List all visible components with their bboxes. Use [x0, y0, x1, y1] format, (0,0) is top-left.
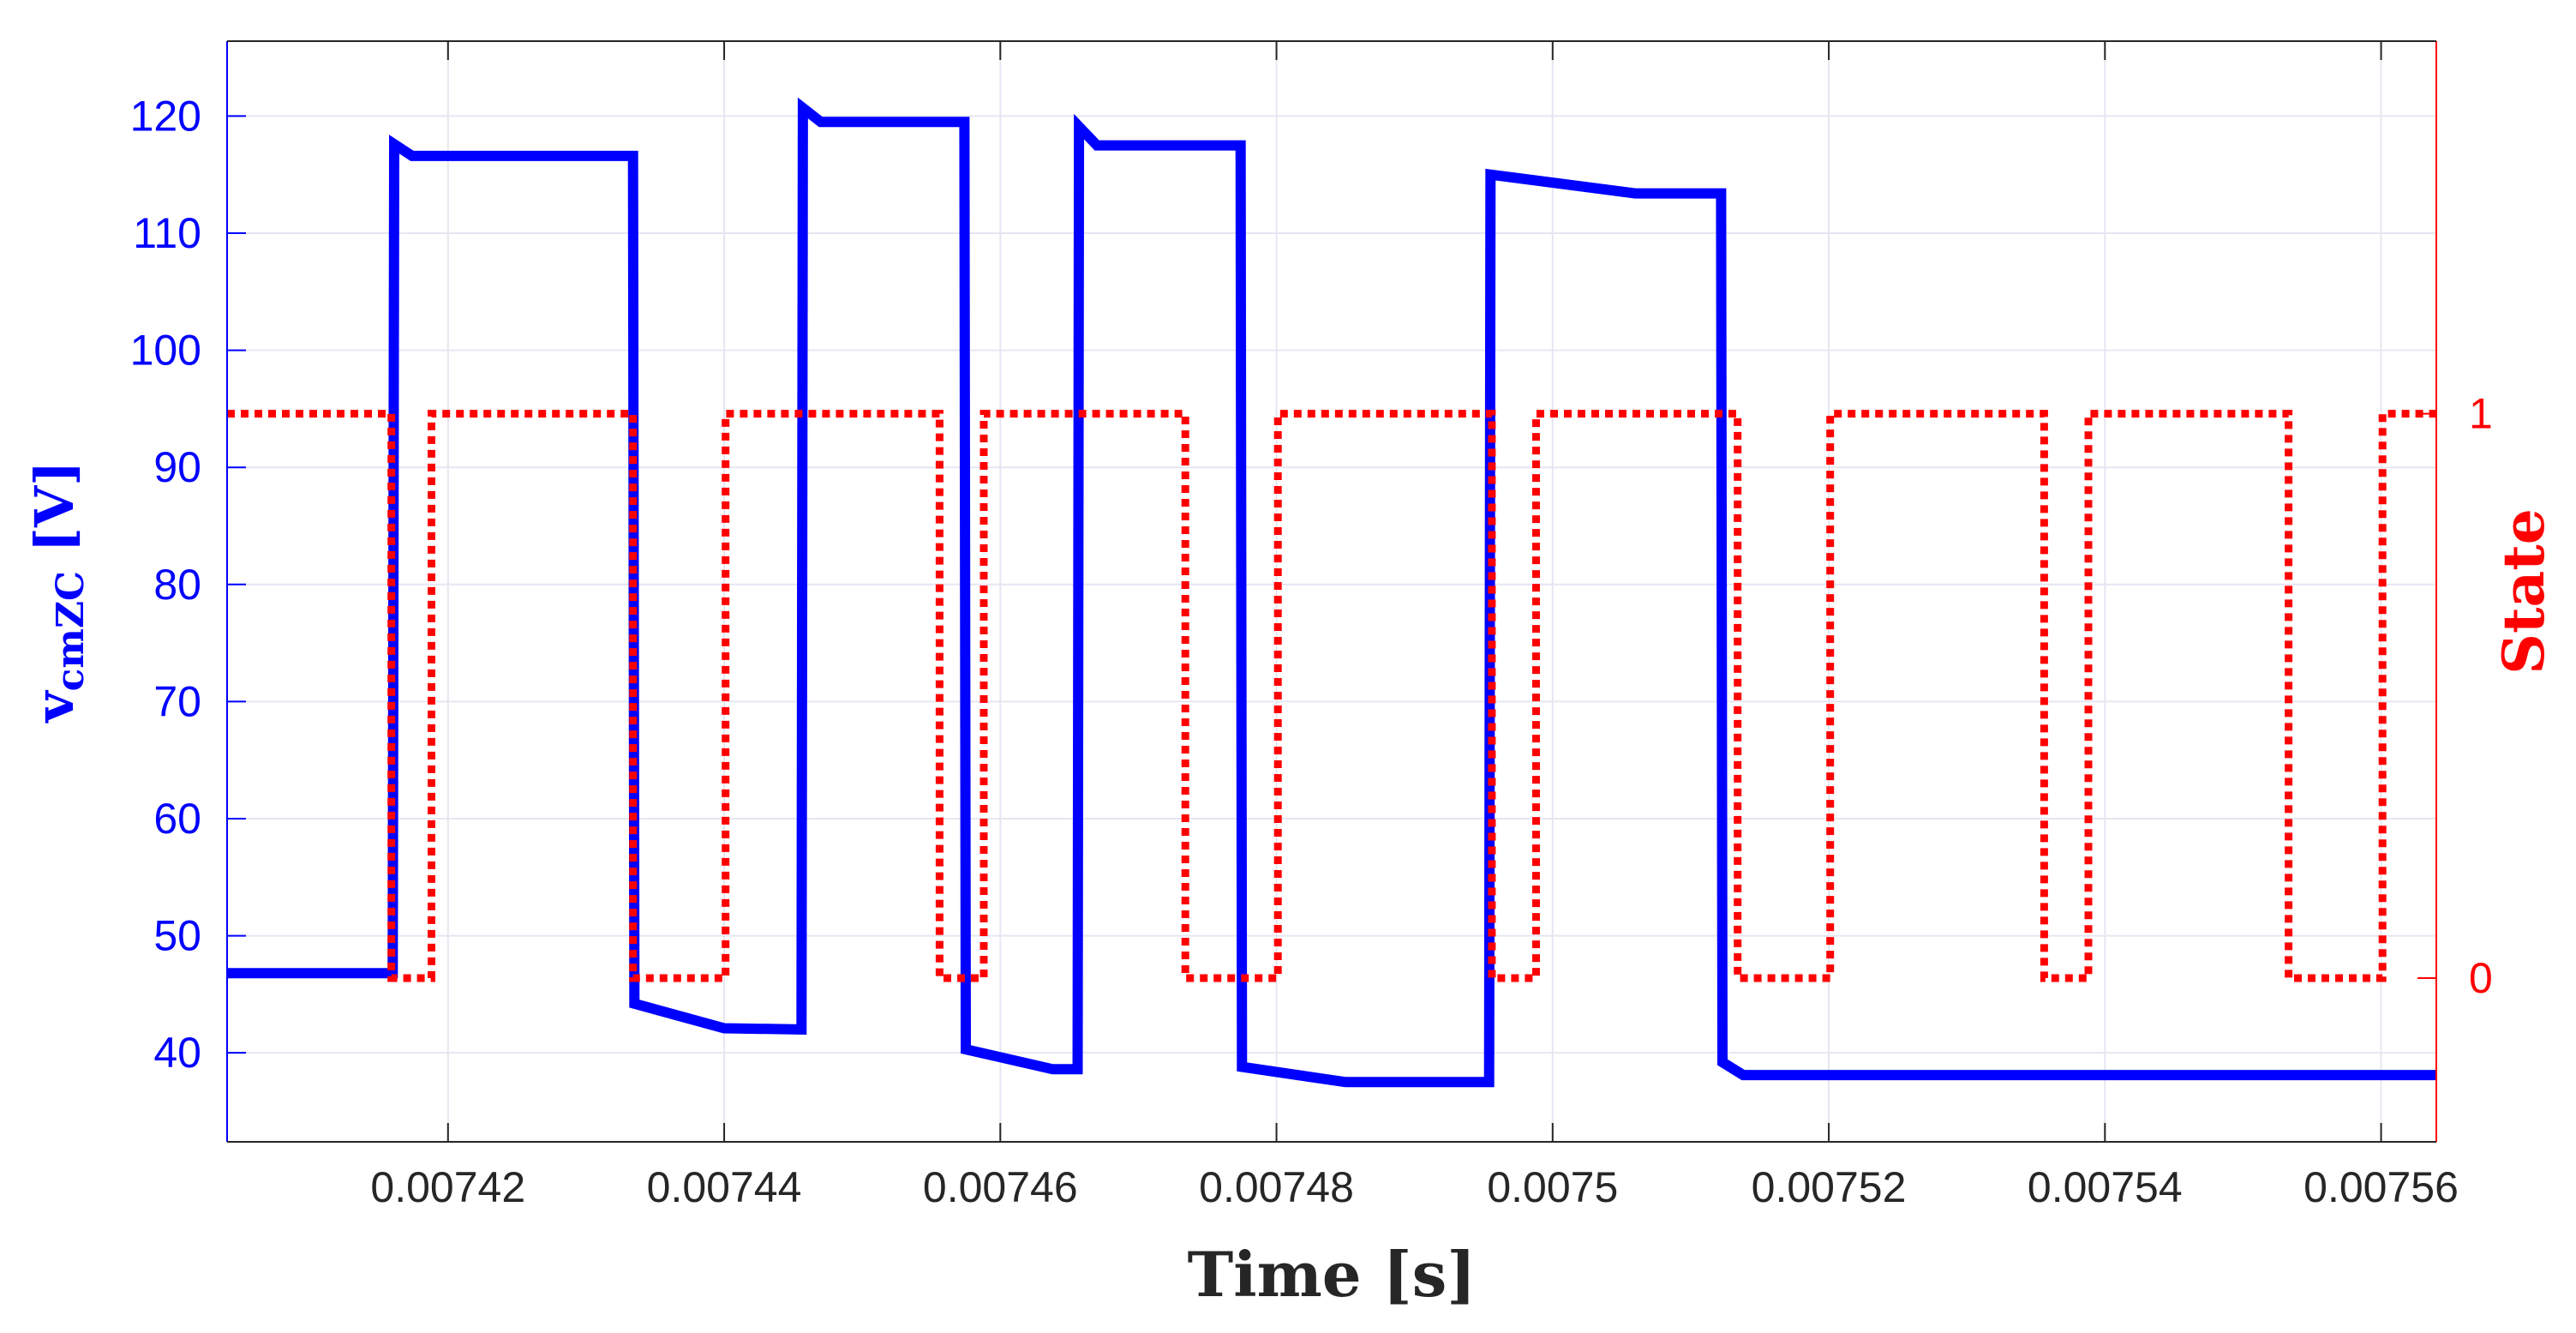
x-tick-label: 0.00754 — [2028, 1163, 2183, 1211]
x-tick-label: 0.00748 — [1199, 1163, 1354, 1211]
y-left-axis-title-main: v — [23, 689, 86, 724]
x-tick-label: 0.00756 — [2303, 1163, 2459, 1211]
y-left-tick-label: 120 — [130, 92, 201, 140]
series-layer — [227, 97, 2436, 1088]
axes — [226, 40, 2437, 1143]
x-tick-label: 0.00742 — [370, 1163, 525, 1211]
y-left-tick-label: 90 — [153, 443, 201, 491]
y-right-axis-title: State — [2490, 508, 2557, 674]
x-tick-label: 0.00744 — [647, 1163, 802, 1211]
y-left-axis-title: vcmZC [V] — [23, 461, 93, 724]
grid — [227, 41, 2436, 1142]
x-tick-label: 0.00746 — [923, 1163, 1078, 1211]
y-right-tick-label: 0 — [2469, 954, 2493, 1002]
y-left-tick-label: 50 — [153, 912, 201, 960]
y-left-tick-label: 100 — [130, 327, 201, 375]
y-left-tick-label: 60 — [153, 795, 201, 843]
y-right-tick-label: 1 — [2469, 390, 2493, 438]
y-left-axis-title-subscript: cmZC — [49, 571, 93, 692]
y-left-tick-label: 40 — [153, 1029, 201, 1077]
x-tick-label: 0.0075 — [1487, 1163, 1618, 1211]
voltage-series-line — [227, 97, 2436, 1088]
plot-area-background — [227, 41, 2436, 1142]
x-tick-label: 0.00752 — [1752, 1163, 1907, 1211]
y-left-tick-label: 110 — [133, 209, 201, 257]
y-left-tick-label: 80 — [153, 561, 201, 609]
y-left-tick-label: 70 — [153, 677, 201, 725]
state-series-line — [227, 410, 2436, 982]
x-axis-title: Time [s] — [1188, 1238, 1477, 1311]
tick-labels: 0.00742 0.00744 0.00746 0.00748 0.0075 0.0075… — [130, 92, 2493, 1211]
y-left-axis-title-unit: [V] — [23, 461, 86, 571]
